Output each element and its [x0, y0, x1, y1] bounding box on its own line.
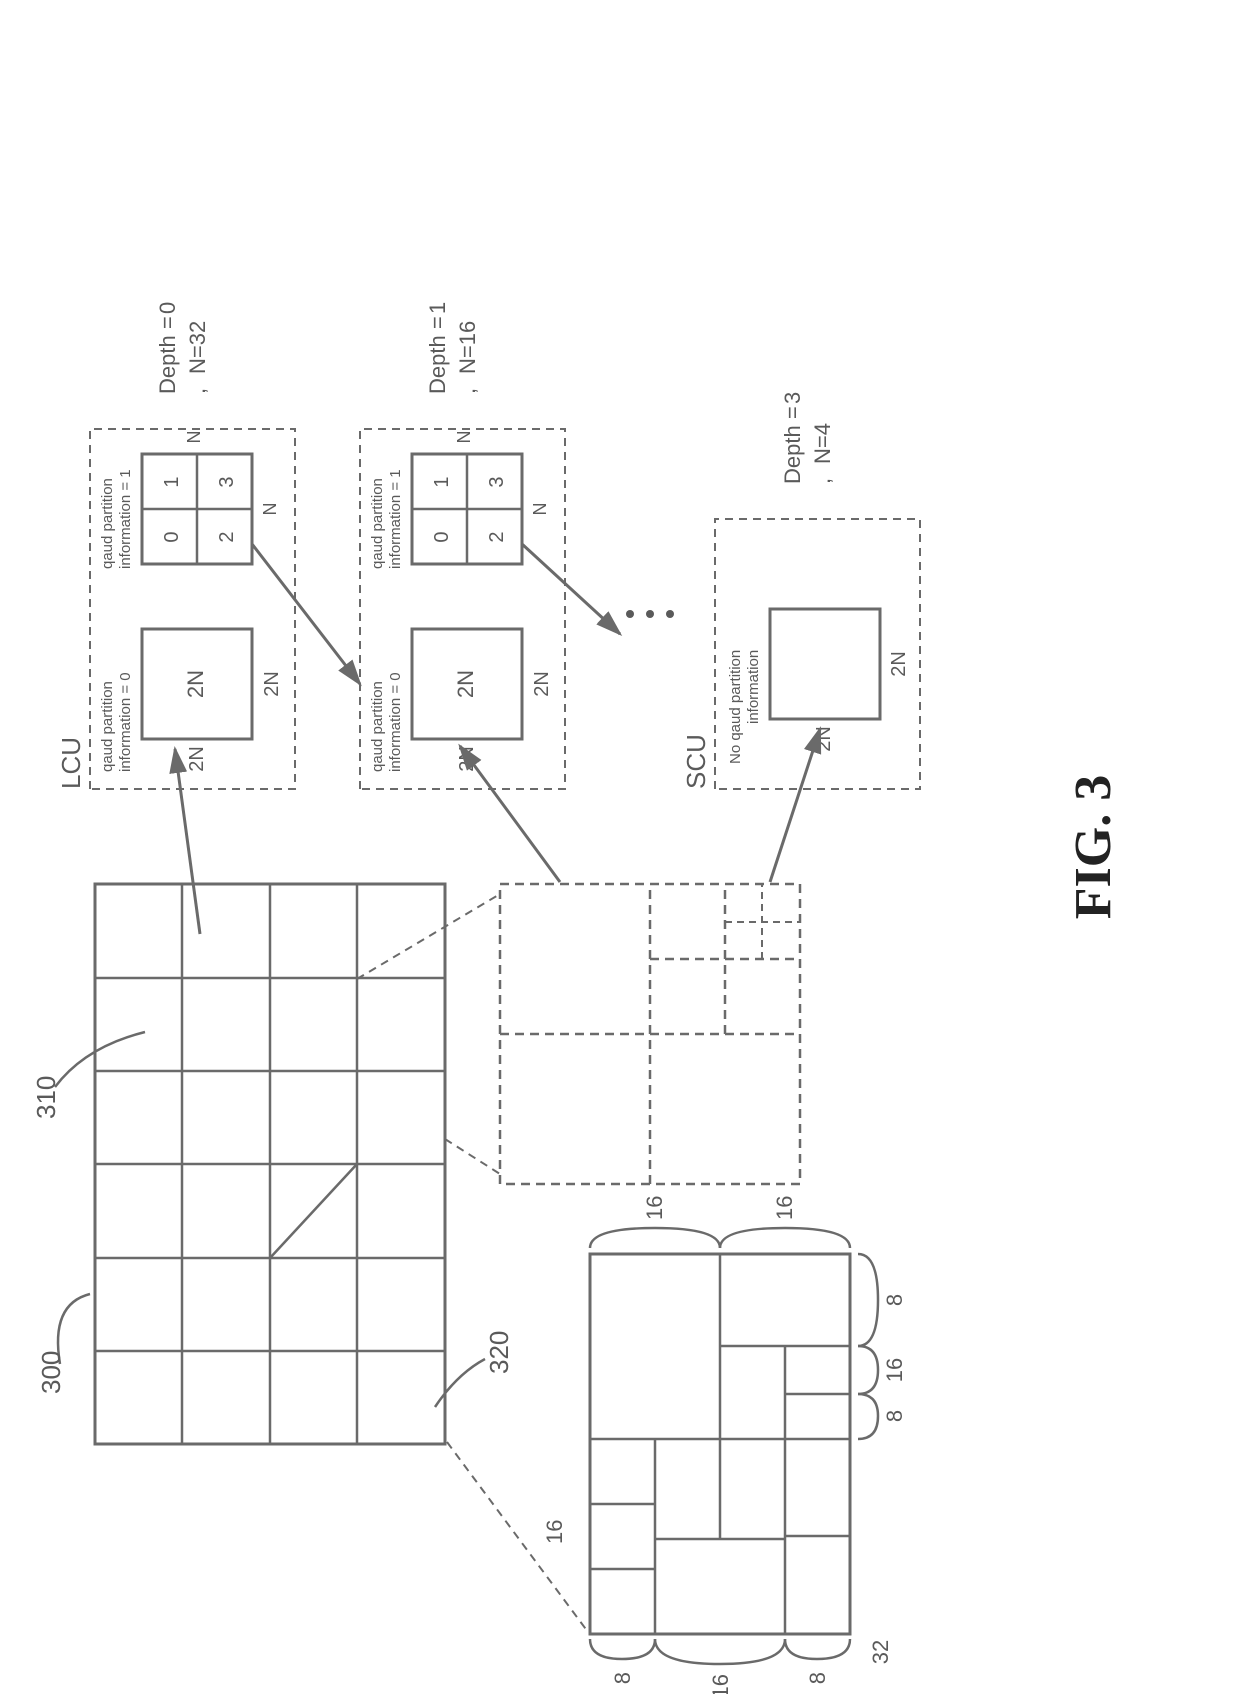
svg-text:qaud partition: qaud partition [369, 681, 386, 772]
panel0-title: LCU [56, 737, 86, 789]
svg-text:,: , [810, 478, 835, 484]
svg-text:2: 2 [216, 531, 238, 542]
svg-text:0: 0 [161, 531, 183, 542]
svg-text:2N: 2N [453, 670, 478, 698]
depth-panel-0: LCU qaud partition information = 0 qaud … [56, 302, 295, 789]
brace-16a: 16 [708, 1674, 733, 1694]
p0-axis-left: 2N [186, 746, 208, 772]
p0-left-label1: qaud partition [99, 681, 116, 772]
bottom-braces: 8 16 8 [858, 1254, 907, 1439]
p0-right-label1: qaud partition [99, 478, 116, 569]
svg-text:No qaud partition: No qaud partition [727, 650, 744, 764]
figure-3-diagram: 300 310 320 [0, 0, 1240, 1694]
svg-text:1: 1 [431, 476, 453, 487]
svg-text:3: 3 [216, 476, 238, 487]
svg-text:0: 0 [431, 531, 453, 542]
svg-text:information = 1: information = 1 [387, 469, 404, 569]
bcol-16: 16 [882, 1358, 907, 1382]
p0-quad: 0 1 2 3 N N [142, 431, 280, 565]
bcol-8b: 8 [882, 1294, 907, 1306]
rotated-stage: 300 310 320 [31, 302, 1122, 1694]
ref-310: 310 [31, 1032, 145, 1119]
p1-quad: 0 1 2 3 N N [412, 431, 550, 565]
svg-text:Depth =: Depth = [780, 406, 805, 484]
ref-300-label: 300 [36, 1351, 66, 1394]
panel2-title: SCU [681, 734, 711, 789]
ref-310-label: 310 [31, 1076, 61, 1119]
right-braces: 16 16 [590, 1196, 850, 1248]
leader-16: 16 [447, 1442, 588, 1632]
arrow-tree-to-scu [770, 729, 820, 882]
p0-left-label2: information = 0 [117, 672, 134, 772]
p0-axis-bot: 2N [261, 671, 283, 697]
arrow-p0-to-p1 [252, 544, 360, 684]
p0-right-label2: information = 1 [117, 469, 134, 569]
svg-text:information: information [745, 650, 762, 724]
svg-text:N: N [184, 431, 204, 444]
svg-text:2N: 2N [888, 651, 910, 677]
brace-8b: 8 [805, 1672, 830, 1684]
brace-8a: 8 [610, 1672, 635, 1684]
svg-text:3: 3 [486, 476, 508, 487]
ellipsis [626, 610, 674, 618]
figure-caption: FIG. 3 [1065, 775, 1122, 919]
svg-text:,: , [455, 388, 480, 394]
svg-text:N=32: N=32 [185, 321, 210, 374]
left-braces: 8 16 8 32 [590, 1254, 893, 1694]
svg-text:2N: 2N [531, 671, 553, 697]
svg-text:N=16: N=16 [455, 321, 480, 374]
arrow-p1-down [522, 544, 620, 634]
depth-panel-2: SCU No qaud partition information 2N 2N … [681, 392, 920, 789]
brace-total: 32 [868, 1640, 893, 1664]
ref-300: 300 [36, 1294, 90, 1394]
depth-panel-1: qaud partition information = 0 qaud part… [360, 302, 565, 789]
p0-n: , [185, 388, 210, 394]
r16b: 16 [772, 1196, 797, 1220]
partitioned-block [590, 1254, 850, 1634]
ref-320-label: 320 [484, 1331, 514, 1374]
svg-text:information = 0: information = 0 [387, 672, 404, 772]
svg-text:2: 2 [486, 531, 508, 542]
svg-text:1: 1 [425, 302, 450, 314]
svg-text:N=4: N=4 [810, 423, 835, 464]
svg-text:N: N [454, 431, 474, 444]
p0-depth: Depth = [155, 316, 180, 394]
arrow-tree-to-p1 [460, 746, 560, 882]
ref-320: 320 [435, 1331, 514, 1407]
svg-text:Depth =: Depth = [425, 316, 450, 394]
svg-text:N: N [260, 503, 280, 516]
svg-text:1: 1 [161, 476, 183, 487]
bcol-8a: 8 [882, 1410, 907, 1422]
leader-16-label: 16 [542, 1520, 567, 1544]
svg-text:N: N [530, 503, 550, 516]
quadtree-expansion [357, 884, 800, 1184]
arrow-grid-to-lcu [175, 749, 200, 934]
p0-2N-center: 2N [183, 670, 208, 698]
main-grid [95, 884, 445, 1444]
svg-text:3: 3 [780, 392, 805, 404]
svg-text:0: 0 [155, 302, 180, 314]
svg-text:qaud partition: qaud partition [369, 478, 386, 569]
r16a: 16 [642, 1196, 667, 1220]
